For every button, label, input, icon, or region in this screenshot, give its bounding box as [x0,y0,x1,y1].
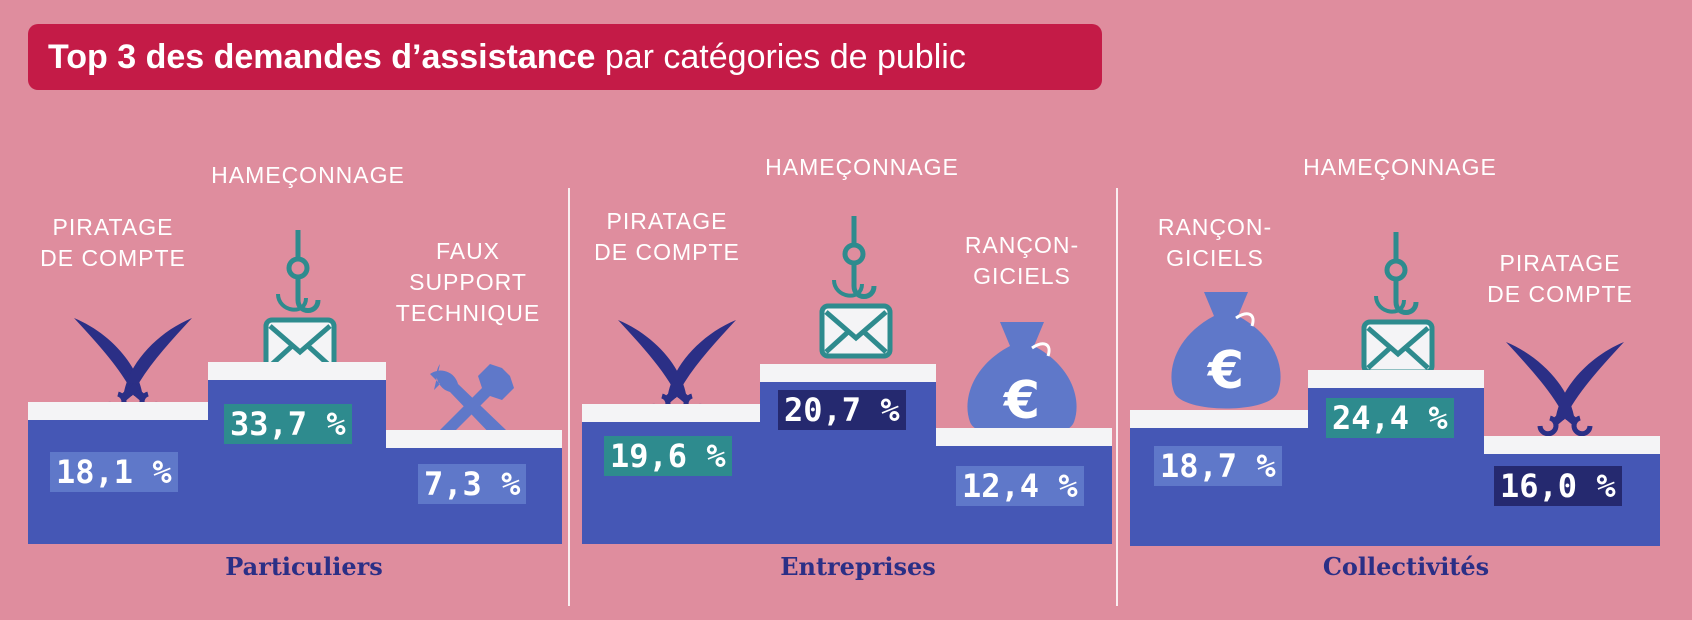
title-regular: par catégories de public [604,38,966,76]
percent-label: 18,1 % [50,452,178,492]
percent-label: 20,7 % [778,390,906,430]
svg-text:€: € [1003,371,1040,431]
divider [568,188,570,606]
phishing-hook-icon [819,216,893,359]
money-bag-icon: € [1171,292,1281,409]
panel-particuliers: HAMEÇONNAGE PIRATAGE DE COMPTE FAUX SUPP… [28,0,580,620]
panel-name: Entreprises [780,552,936,581]
percent-label: 12,4 % [956,466,1084,506]
percent-label: 19,6 % [604,436,732,476]
percent-label: 33,7 % [224,404,352,444]
category-label: RANÇON- GICIELS [1157,214,1273,271]
category-label: PIRATAGE DE COMPTE [40,214,186,271]
category-label: RANÇON- GICIELS [964,232,1080,289]
category-label: HAMEÇONNAGE [765,154,959,180]
category-label: HAMEÇONNAGE [211,162,405,188]
percent-label: 18,7 % [1154,446,1282,486]
page-title: Top 3 des demandes d’assistance par caté… [28,24,1102,90]
percent-label: 24,4 % [1326,398,1454,438]
category-label: PIRATAGE DE COMPTE [594,208,740,265]
crossed-swords-icon [1506,342,1624,437]
panel-collectivites: HAMEÇONNAGE RANÇON- GICIELS PIRATAGE DE … [1130,0,1682,620]
panel-name: Particuliers [225,552,383,581]
percent-label: 7,3 % [418,464,527,504]
category-label: HAMEÇONNAGE [1303,154,1497,180]
svg-text:€: € [1207,341,1244,401]
tools-icon [430,364,514,444]
panel-entreprises: HAMEÇONNAGE PIRATAGE DE COMPTE RANÇON- G… [582,0,1134,620]
divider [1116,188,1118,606]
money-bag-icon: € [967,322,1077,439]
title-bold: Top 3 des demandes d’assistance [48,38,596,76]
category-label: PIRATAGE DE COMPTE [1487,250,1633,307]
phishing-hook-icon [1361,232,1435,375]
percent-label: 16,0 % [1494,466,1622,506]
panel-name: Collectivités [1322,552,1490,581]
category-label: FAUX SUPPORT TECHNIQUE [395,238,541,326]
